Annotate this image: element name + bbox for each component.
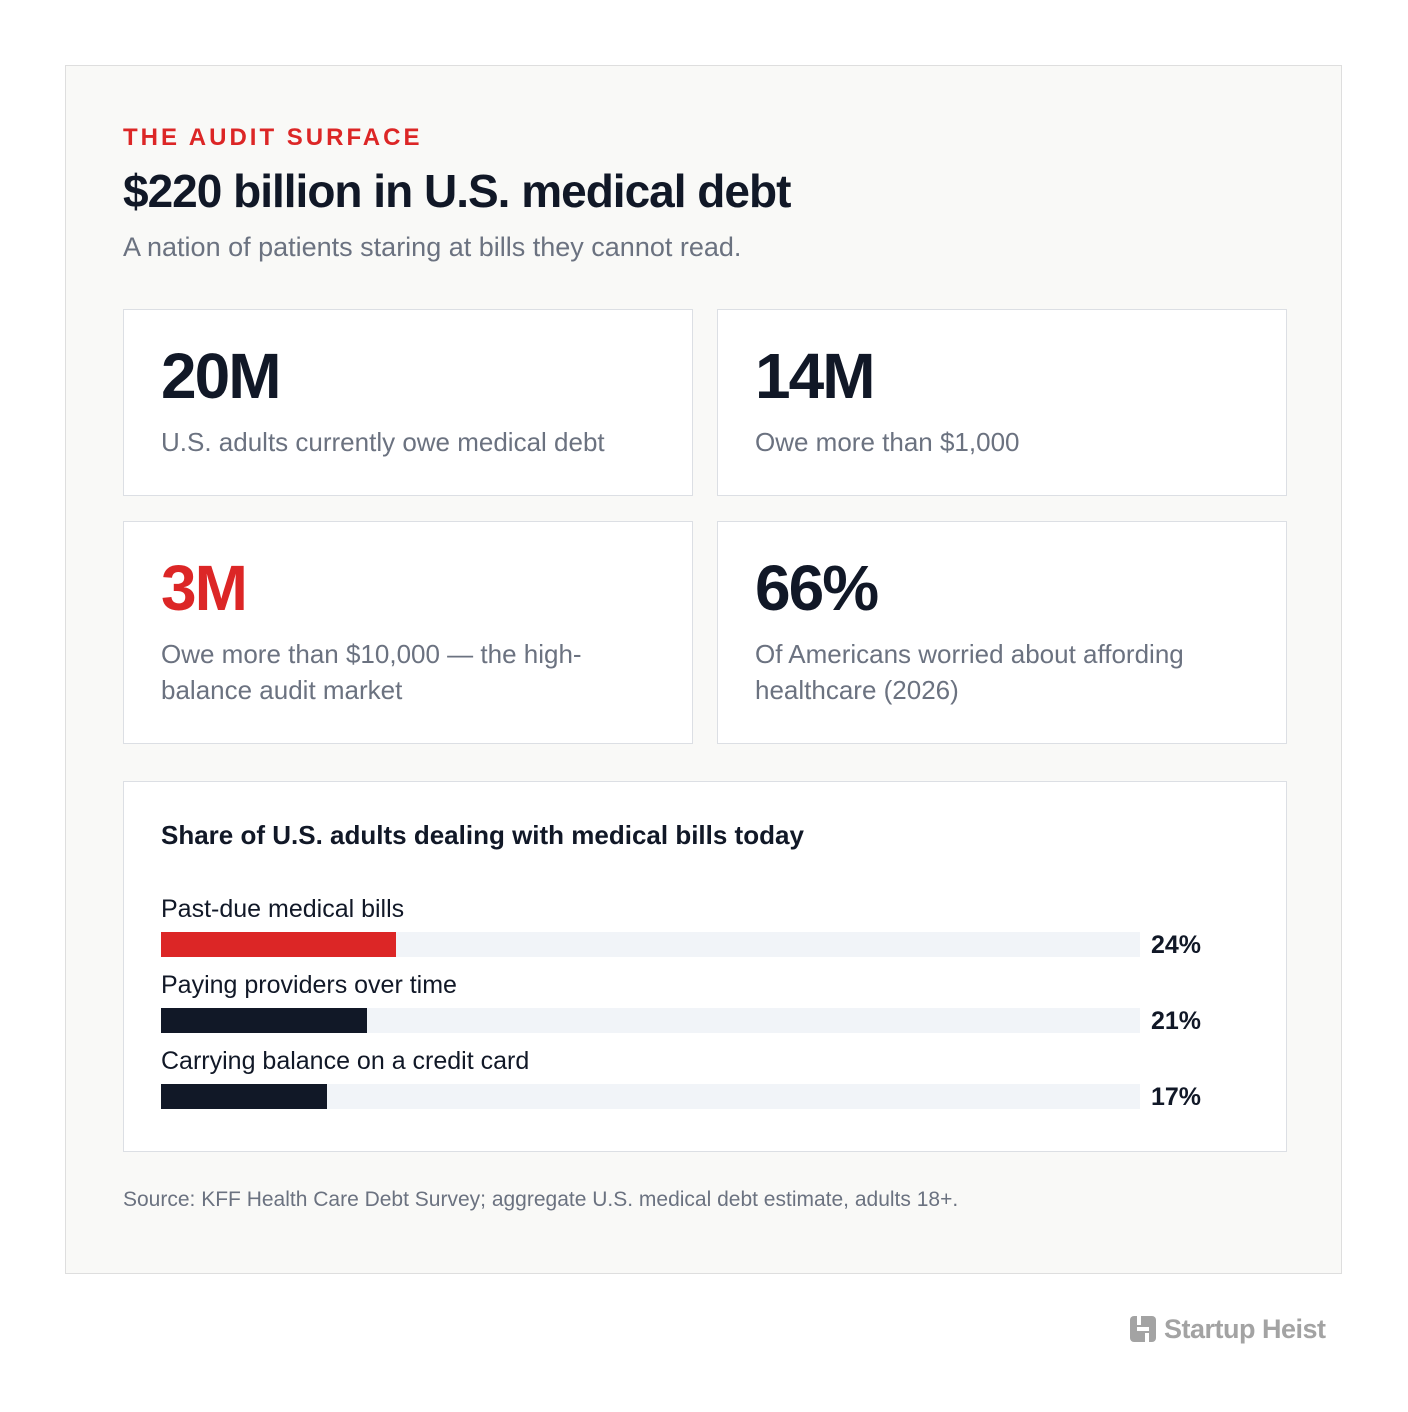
stat-card-adults-with-debt: 20M U.S. adults currently owe medical de…: [123, 309, 693, 496]
bar-fill: [161, 1084, 328, 1109]
stat-value: 3M: [161, 552, 248, 624]
bar-value-label: 24%: [1151, 931, 1202, 959]
bar-category-label: Carrying balance on a credit card: [161, 1047, 530, 1075]
stat-value: 14M: [755, 340, 875, 412]
source-note: Source: KFF Health Care Debt Survey; agg…: [123, 1188, 959, 1211]
bar-fill: [161, 932, 396, 957]
stat-card-worried: 66% Of Americans worried about affording…: [717, 521, 1287, 744]
stat-description: Of Americans worried about affording hea…: [755, 639, 1184, 705]
bar-category-label: Paying providers over time: [161, 971, 457, 999]
startup-heist-logo-icon: [1130, 1316, 1156, 1342]
bar-value-label: 21%: [1151, 1007, 1202, 1035]
bar-row: Past-due medical bills 24%: [161, 895, 1261, 971]
bar-fill: [161, 1008, 367, 1033]
brand-name: Startup Heist: [1164, 1313, 1326, 1344]
bar-category-label: Past-due medical bills: [161, 895, 405, 923]
stat-description: Owe more than $1,000: [755, 427, 1020, 457]
infographic-card: THE AUDIT SURFACE $220 billion in U.S. m…: [65, 65, 1342, 1274]
brand-logo: Startup Heist: [1130, 1313, 1326, 1345]
bar-track: [161, 1008, 1140, 1033]
stat-value: 66%: [755, 552, 879, 624]
bar-row: Carrying balance on a credit card 17%: [161, 1047, 1261, 1123]
page-subtitle: A nation of patients staring at bills th…: [123, 232, 742, 262]
stat-card-over-10000: 3M Owe more than $10,000 — the high-bala…: [123, 521, 693, 744]
stat-value: 20M: [161, 340, 281, 412]
eyebrow-label: THE AUDIT SURFACE: [123, 124, 423, 151]
bar-value-label: 17%: [1151, 1083, 1202, 1111]
bar-chart: Share of U.S. adults dealing with medica…: [123, 781, 1287, 1152]
stat-description: U.S. adults currently owe medical debt: [161, 427, 605, 457]
page-title: $220 billion in U.S. medical debt: [123, 165, 791, 217]
stat-card-over-1000: 14M Owe more than $1,000: [717, 309, 1287, 496]
bar-row: Paying providers over time 21%: [161, 971, 1261, 1047]
chart-title: Share of U.S. adults dealing with medica…: [161, 820, 804, 850]
stat-description: Owe more than $10,000 — the high-balance…: [161, 639, 582, 705]
bar-track: [161, 1084, 1140, 1109]
bar-track: [161, 932, 1140, 957]
